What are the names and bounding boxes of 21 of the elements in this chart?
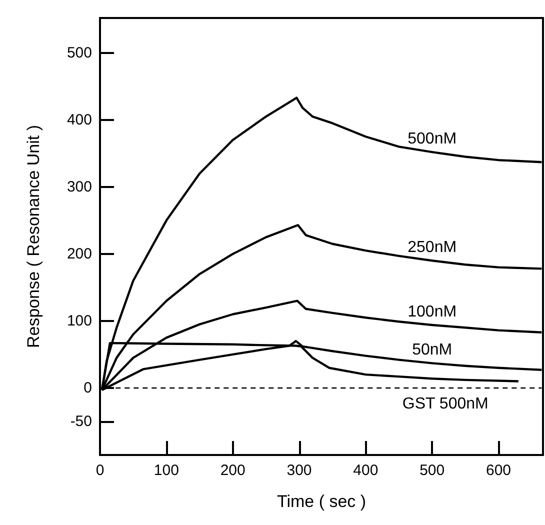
x-tick-label: 500 bbox=[420, 462, 445, 479]
series-label: GST 500nM bbox=[402, 395, 488, 412]
x-axis-title: Time ( sec ) bbox=[276, 492, 366, 511]
x-tick-label: 600 bbox=[486, 462, 512, 479]
series-label: 50nM bbox=[412, 342, 452, 359]
series-label: 100nM bbox=[408, 303, 457, 320]
y-tick-label: 300 bbox=[66, 178, 92, 196]
x-tick-label: 100 bbox=[154, 462, 179, 479]
y-tick-label: 500 bbox=[66, 44, 92, 62]
series-label: 250nM bbox=[408, 239, 457, 256]
x-tick-label: 200 bbox=[220, 462, 246, 479]
x-tick-label: 0 bbox=[96, 462, 104, 479]
series-label: 500nM bbox=[408, 130, 457, 148]
y-tick-label: 100 bbox=[66, 312, 92, 330]
x-tick-label: 400 bbox=[353, 462, 378, 479]
y-tick-label: 400 bbox=[66, 111, 92, 128]
y-axis-title: Response ( Resonance Unit ) bbox=[24, 124, 43, 348]
x-tick-label: 300 bbox=[286, 462, 312, 479]
y-tick-label: -50 bbox=[70, 412, 92, 430]
y-tick-label: 200 bbox=[66, 245, 92, 262]
y-tick-label: 0 bbox=[84, 379, 92, 396]
